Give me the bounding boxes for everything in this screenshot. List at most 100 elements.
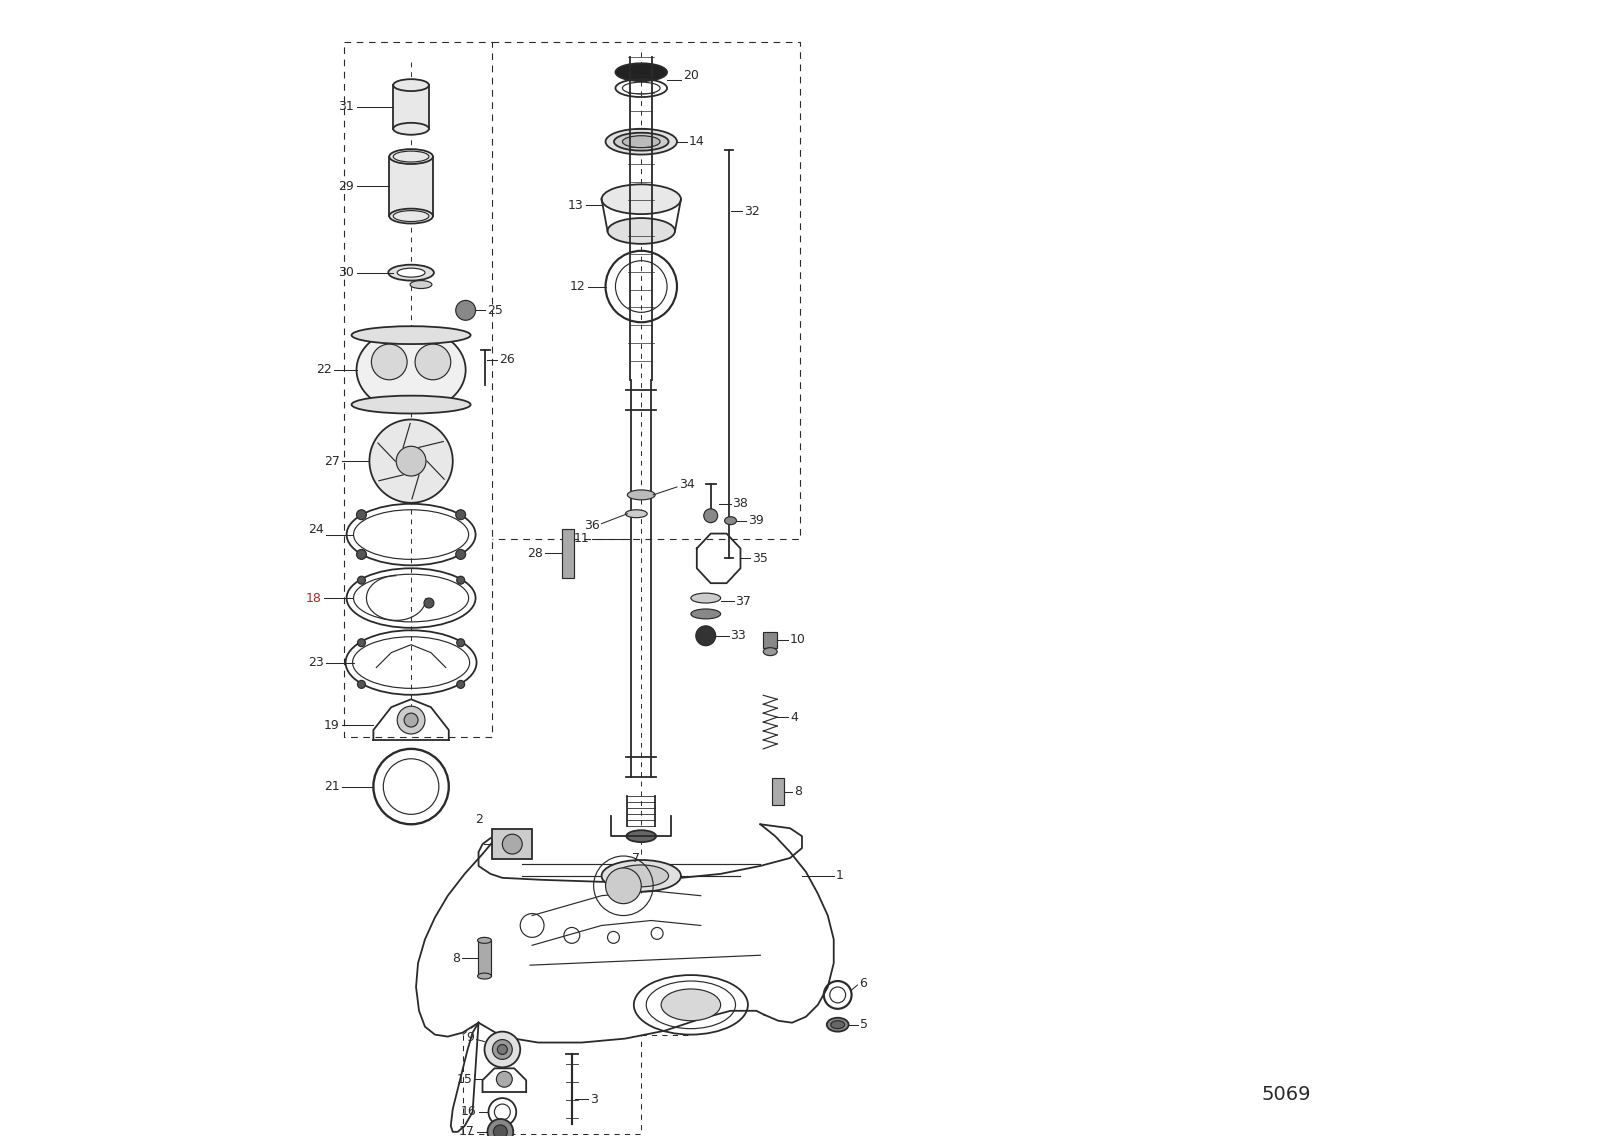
Ellipse shape	[394, 123, 429, 135]
Ellipse shape	[477, 938, 491, 943]
Circle shape	[424, 598, 434, 608]
Circle shape	[357, 681, 365, 689]
Ellipse shape	[602, 184, 682, 214]
Text: 3: 3	[590, 1093, 597, 1105]
Bar	[493, 829, 533, 859]
Text: 8: 8	[794, 785, 802, 798]
Circle shape	[397, 447, 426, 476]
Text: 8: 8	[451, 951, 459, 965]
Ellipse shape	[691, 593, 720, 603]
Text: 11: 11	[574, 532, 590, 545]
Ellipse shape	[352, 395, 470, 413]
Text: 14: 14	[690, 135, 704, 148]
Bar	[562, 529, 574, 578]
Circle shape	[704, 509, 718, 523]
Text: 29: 29	[338, 179, 354, 193]
Ellipse shape	[830, 1021, 845, 1029]
Ellipse shape	[691, 609, 720, 619]
Text: 32: 32	[744, 204, 760, 218]
Ellipse shape	[827, 1018, 848, 1031]
Text: 24: 24	[309, 523, 323, 536]
Text: 35: 35	[752, 552, 768, 565]
Text: 16: 16	[461, 1105, 477, 1118]
Circle shape	[357, 577, 365, 585]
Ellipse shape	[661, 989, 720, 1021]
Text: 21: 21	[323, 780, 339, 793]
Circle shape	[371, 344, 406, 380]
Circle shape	[357, 549, 366, 560]
Ellipse shape	[763, 648, 778, 656]
Circle shape	[414, 344, 451, 380]
Text: 19: 19	[323, 718, 339, 732]
Text: 27: 27	[323, 455, 339, 467]
Circle shape	[496, 1071, 512, 1087]
Circle shape	[605, 868, 642, 903]
Text: 15: 15	[456, 1072, 472, 1086]
Circle shape	[456, 577, 464, 585]
Circle shape	[456, 549, 466, 560]
Text: 28: 28	[526, 547, 542, 560]
Text: 36: 36	[584, 520, 600, 532]
Ellipse shape	[410, 281, 432, 289]
Ellipse shape	[614, 864, 669, 887]
Ellipse shape	[605, 129, 677, 154]
Text: 22: 22	[315, 363, 331, 377]
Circle shape	[488, 1119, 514, 1142]
Circle shape	[357, 509, 366, 520]
Ellipse shape	[394, 79, 429, 91]
Ellipse shape	[389, 209, 434, 224]
Text: 23: 23	[309, 656, 323, 669]
Circle shape	[456, 300, 475, 320]
Circle shape	[357, 638, 365, 646]
Ellipse shape	[626, 509, 648, 517]
Circle shape	[405, 713, 418, 727]
Bar	[773, 778, 784, 805]
Bar	[389, 156, 434, 216]
Bar	[477, 940, 491, 976]
Ellipse shape	[602, 860, 682, 892]
Text: 20: 20	[683, 69, 699, 82]
Ellipse shape	[389, 150, 434, 164]
Ellipse shape	[477, 973, 491, 979]
Circle shape	[456, 681, 464, 689]
Text: 13: 13	[568, 199, 584, 211]
Text: 6: 6	[859, 976, 867, 989]
Ellipse shape	[352, 327, 470, 344]
Ellipse shape	[616, 63, 667, 81]
Text: 5069: 5069	[1261, 1085, 1310, 1103]
Text: 25: 25	[488, 304, 504, 316]
Text: 9: 9	[467, 1031, 475, 1044]
Text: 39: 39	[749, 514, 765, 528]
Ellipse shape	[397, 268, 426, 278]
Text: 12: 12	[570, 280, 586, 293]
Circle shape	[502, 834, 522, 854]
Text: 17: 17	[459, 1125, 475, 1139]
Circle shape	[485, 1031, 520, 1068]
Ellipse shape	[357, 328, 466, 412]
Bar	[394, 86, 429, 129]
Circle shape	[493, 1039, 512, 1060]
Text: 26: 26	[499, 353, 515, 367]
Circle shape	[493, 1125, 507, 1139]
Text: 18: 18	[306, 592, 322, 604]
Ellipse shape	[626, 830, 656, 842]
Text: 30: 30	[338, 266, 354, 279]
Text: 1: 1	[835, 869, 843, 883]
Text: 38: 38	[733, 497, 749, 510]
Text: 33: 33	[731, 629, 746, 642]
Ellipse shape	[614, 132, 669, 151]
Ellipse shape	[608, 218, 675, 244]
Text: 10: 10	[790, 633, 806, 646]
Circle shape	[498, 1045, 507, 1054]
Circle shape	[456, 509, 466, 520]
Circle shape	[397, 706, 426, 734]
Ellipse shape	[389, 265, 434, 281]
Ellipse shape	[725, 516, 736, 524]
Text: 7: 7	[632, 852, 640, 864]
Ellipse shape	[622, 136, 661, 147]
Ellipse shape	[627, 490, 654, 500]
Text: 2: 2	[475, 813, 483, 826]
Circle shape	[696, 626, 715, 645]
Circle shape	[370, 419, 453, 502]
Text: 5: 5	[859, 1019, 867, 1031]
